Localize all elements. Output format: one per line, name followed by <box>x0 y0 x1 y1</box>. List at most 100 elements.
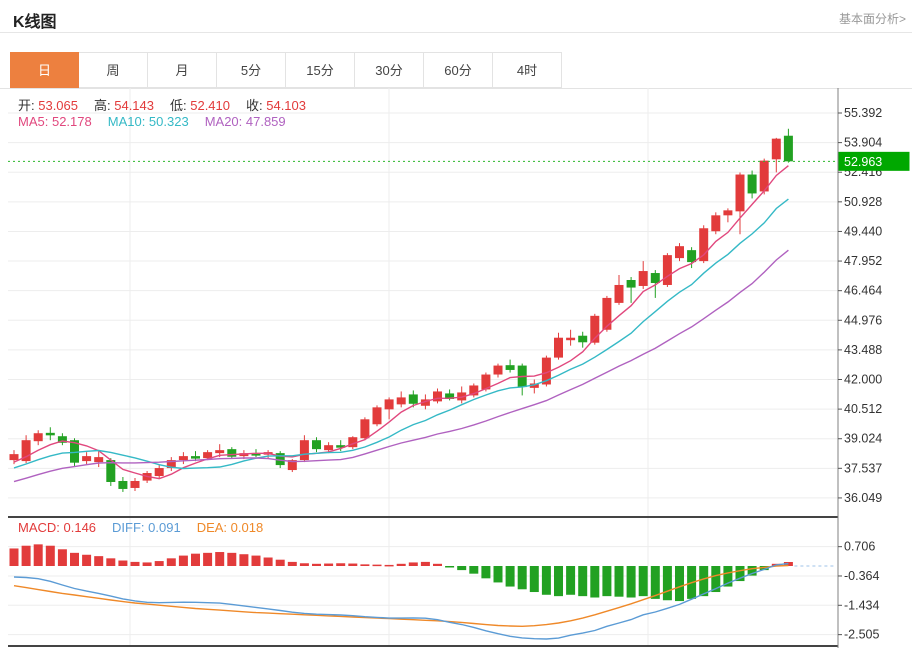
candle-body <box>723 210 733 216</box>
tab-5分[interactable]: 5分 <box>217 52 286 88</box>
y-axis-label: 50.928 <box>844 195 882 209</box>
macd-bar <box>215 552 225 566</box>
macd-bar <box>384 564 394 567</box>
macd-bar <box>699 566 709 597</box>
macd-bar <box>420 561 430 566</box>
candle-body <box>372 407 382 425</box>
macd-bar <box>82 554 92 566</box>
macd-bar <box>372 564 382 567</box>
kline-chart-canvas[interactable]: 55.39253.90452.41650.92849.44047.95246.4… <box>0 88 912 649</box>
candle-body <box>590 315 600 343</box>
macd-bar <box>166 558 176 566</box>
macd-bar <box>650 566 660 599</box>
macd-bar <box>191 553 200 566</box>
page-title: K线图 <box>13 14 57 31</box>
tab-30分[interactable]: 30分 <box>355 52 424 88</box>
macd-bar <box>299 563 309 566</box>
candle-body <box>9 454 19 461</box>
macd-bar <box>408 562 418 566</box>
macd-bar <box>578 566 588 597</box>
candle-body <box>384 399 394 410</box>
candle-body <box>493 365 503 375</box>
macd-bar <box>263 557 273 566</box>
y-axis-label: 36.049 <box>844 491 882 505</box>
ma5-line <box>13 165 789 480</box>
macd-bar <box>287 561 297 566</box>
candle-body <box>747 174 757 194</box>
macd-bar <box>590 566 600 598</box>
candle-body <box>735 174 745 212</box>
info-item: MA5: 52.178 <box>18 114 92 129</box>
candle-body <box>457 392 467 401</box>
macd-bar <box>312 563 321 566</box>
macd-bar <box>614 566 624 597</box>
macd-bar <box>541 566 551 595</box>
macd-bar <box>554 566 563 597</box>
candle-body <box>21 440 31 462</box>
candle-body <box>227 449 237 457</box>
y-axis-label: 43.488 <box>844 343 882 357</box>
candle-body <box>178 456 188 461</box>
candle-body <box>130 480 140 488</box>
candle-body <box>481 374 491 390</box>
macd-bar <box>70 552 79 566</box>
candle-body <box>287 460 297 471</box>
macd-bar <box>566 566 576 595</box>
tab-日[interactable]: 日 <box>10 52 79 88</box>
info-item: 收: 54.103 <box>246 98 306 113</box>
macd-bar <box>469 566 479 574</box>
macd-bar <box>626 566 636 598</box>
info-item: DIFF: 0.091 <box>112 520 181 535</box>
candle-body <box>396 397 406 405</box>
tab-月[interactable]: 月 <box>148 52 217 88</box>
y-axis-label: -0.364 <box>844 569 879 583</box>
candle-body <box>711 215 721 232</box>
info-item: MA20: 47.859 <box>204 114 286 129</box>
macd-bar <box>360 564 370 566</box>
dea-line <box>13 564 789 628</box>
candle-body <box>57 436 67 443</box>
macd-bar <box>602 566 612 597</box>
chart-area: 开: 53.065 高: 54.143 低: 52.410 收: 54.103 MA5… <box>0 88 912 649</box>
candle-body <box>662 255 672 285</box>
candle-body <box>360 419 370 439</box>
candle-body <box>324 445 334 451</box>
macd-bar <box>723 566 733 587</box>
candle-body <box>154 468 164 477</box>
y-axis-label: 39.024 <box>844 432 882 446</box>
last-price-badge <box>838 151 910 171</box>
candle-body <box>299 440 309 461</box>
fundamental-analysis-link[interactable]: 基本面分析> <box>838 12 906 26</box>
tab-4时[interactable]: 4时 <box>493 52 562 88</box>
macd-bar <box>396 563 406 566</box>
tab-15分[interactable]: 15分 <box>286 52 355 88</box>
macd-bar <box>275 559 285 566</box>
candle-body <box>166 460 176 469</box>
macd-bar <box>517 566 527 590</box>
macd-bar <box>505 566 515 587</box>
candle-body <box>638 271 648 286</box>
macd-bar <box>178 555 188 566</box>
candle-body <box>626 280 636 288</box>
macd-bar <box>57 549 67 566</box>
candle-body <box>541 357 551 385</box>
tab-周[interactable]: 周 <box>79 52 148 88</box>
candle-body <box>529 383 539 388</box>
macd-bar <box>227 552 237 566</box>
tab-60分[interactable]: 60分 <box>424 52 493 88</box>
macd-bar <box>142 562 152 566</box>
macd-bar <box>735 566 745 582</box>
candle-body <box>469 385 479 396</box>
y-axis-label: -1.434 <box>844 598 879 612</box>
candle-body <box>82 456 92 462</box>
candle-body <box>408 394 418 404</box>
macd-bar <box>33 544 43 566</box>
candle-body <box>191 456 200 459</box>
page-header: K线图 基本面分析> <box>0 0 912 33</box>
candle-body <box>783 135 793 162</box>
macd-bar <box>747 566 757 576</box>
candle-body <box>614 284 624 303</box>
macd-bar <box>711 566 721 593</box>
macd-bar <box>336 563 346 566</box>
